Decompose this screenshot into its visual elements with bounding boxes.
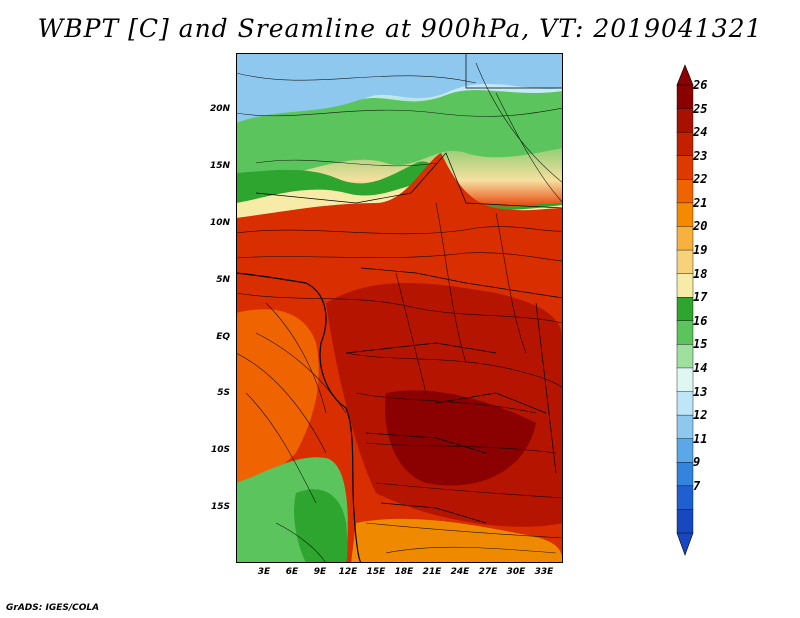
lon-label-3e: 3E xyxy=(257,567,271,577)
colorbar-label: 7 xyxy=(693,478,701,493)
colorbar-label: 16 xyxy=(693,313,708,328)
colorbar-segment xyxy=(676,84,694,110)
colorbar-segment xyxy=(676,509,694,534)
colorbar-segment xyxy=(676,462,694,487)
map-title: WBPT [C] and Sreamline at 900hPa, VT: 20… xyxy=(37,14,763,43)
green-patch-southwest xyxy=(294,489,348,563)
lat-label-15s: 15S xyxy=(210,502,230,512)
colorbar-segment xyxy=(676,367,694,393)
colorbar-label: 26 xyxy=(693,78,708,92)
colorbar-label: 19 xyxy=(693,243,708,258)
colorbar-segment xyxy=(676,108,694,133)
lon-label-21e: 21E xyxy=(422,567,442,577)
lat-label-10s: 10S xyxy=(210,445,230,455)
coastline xyxy=(236,272,362,563)
wbpt-streamline-map xyxy=(236,53,563,563)
colorbar-segment xyxy=(676,438,694,463)
map-panel xyxy=(236,53,563,563)
lat-label-5n: 5N xyxy=(216,275,230,285)
colorbar xyxy=(676,64,694,556)
lon-label-9e: 9E xyxy=(313,567,327,577)
colorbar-label: 9 xyxy=(693,455,701,470)
streamlines xyxy=(236,62,563,563)
colorbar-label: 22 xyxy=(693,172,708,187)
colorbar-segment xyxy=(676,320,694,345)
colorbar-segment xyxy=(676,131,694,157)
grads-credit: GrADS: IGES/COLA xyxy=(6,603,100,613)
colorbar-segment xyxy=(676,155,694,180)
lon-label-12e: 12E xyxy=(338,567,358,577)
colorbar-segment xyxy=(676,414,694,440)
colorbar-segment xyxy=(676,273,694,298)
lon-label-6e: 6E xyxy=(285,567,299,577)
colorbar-segments xyxy=(676,84,694,534)
colorbar-segment xyxy=(676,249,694,275)
colorbar-label: 24 xyxy=(693,125,708,140)
colorbar-label: 17 xyxy=(693,290,708,305)
colorbar-label: 12 xyxy=(693,408,708,423)
lon-label-18e: 18E xyxy=(394,567,414,577)
colorbar-segment xyxy=(676,179,694,204)
lon-label-33e: 33E xyxy=(534,567,554,577)
lon-label-30e: 30E xyxy=(506,567,526,577)
lon-label-24e: 24E xyxy=(450,567,470,577)
hottest-core xyxy=(385,390,536,486)
colorbar-label: 11 xyxy=(693,431,708,446)
lat-label-10n: 10N xyxy=(209,218,230,228)
border-northeast xyxy=(465,53,563,89)
colorbar-segment xyxy=(676,202,694,227)
colorbar-label: 13 xyxy=(693,384,708,399)
colorbar-label: 21 xyxy=(693,195,708,210)
colorbar-label: 23 xyxy=(693,148,708,163)
colorbar-bottom-triangle xyxy=(676,532,694,556)
colorbar-label: 15 xyxy=(693,337,708,352)
colorbar-label: 20 xyxy=(693,219,708,234)
lon-label-15e: 15E xyxy=(366,567,386,577)
cool-region-north xyxy=(236,53,563,138)
lon-label-27e: 27E xyxy=(478,567,498,577)
colorbar-label: 25 xyxy=(693,101,708,116)
southern-orange xyxy=(351,518,563,563)
lat-label-20n: 20N xyxy=(209,104,230,114)
colorbar-top-triangle xyxy=(676,64,694,86)
colorbar-segment xyxy=(676,485,694,510)
colorbar-segment xyxy=(676,226,694,251)
map-frame-border xyxy=(236,53,563,563)
ocean-warm xyxy=(236,309,319,493)
lat-label-15n: 15N xyxy=(209,161,230,171)
colorbar-label: 18 xyxy=(693,266,708,281)
colorbar-segment xyxy=(676,344,694,369)
colorbar-label: 14 xyxy=(693,360,708,375)
colorbar-segment xyxy=(676,391,694,416)
lat-label-eq: EQ xyxy=(216,332,230,342)
colorbar-segment xyxy=(676,297,694,322)
political-borders xyxy=(255,53,563,524)
lat-label-5s: 5S xyxy=(217,388,230,398)
